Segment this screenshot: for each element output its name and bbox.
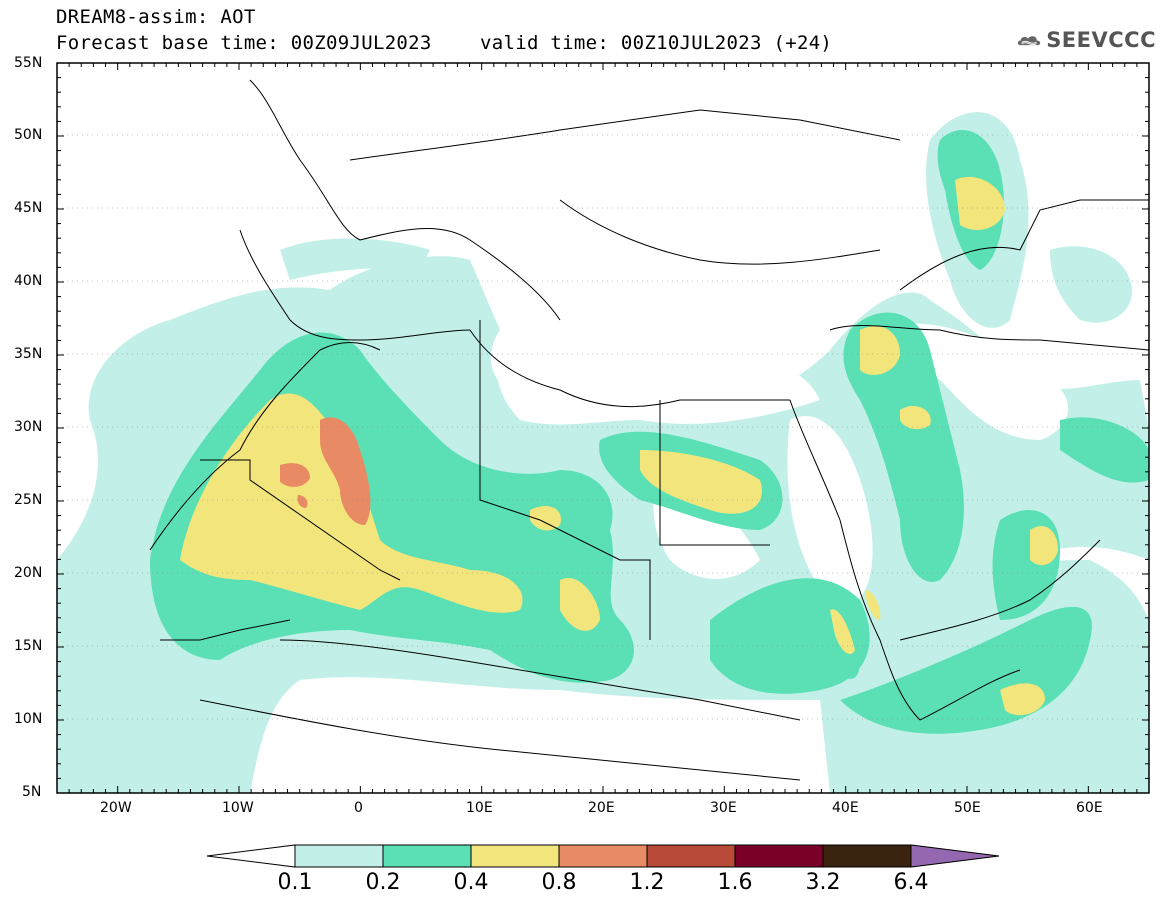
- lon-label: 30E: [710, 800, 737, 816]
- lat-label: 10N: [14, 711, 43, 727]
- lat-label: 20N: [14, 565, 43, 581]
- seevccc-logo: SEEVCCC: [1016, 22, 1156, 58]
- aot-contour-0.8: [280, 417, 371, 525]
- colorbar-label: 1.2: [629, 870, 665, 895]
- colorbar-over-triangle: [910, 844, 1000, 868]
- lon-label: 40E: [832, 800, 859, 816]
- colorbar-label: 0.2: [365, 870, 401, 895]
- cloud-logo-icon: [1017, 36, 1041, 46]
- lon-label: 20E: [588, 800, 615, 816]
- colorbar-swatch: [470, 844, 560, 868]
- aot-field: [57, 63, 1149, 793]
- colorbar-under-triangle: [206, 844, 296, 868]
- colorbar-label: 0.8: [541, 870, 577, 895]
- axis-ticks: [56, 62, 1150, 794]
- colorbar-swatch: [558, 844, 648, 868]
- logo-text: SEEVCCC: [1046, 28, 1156, 52]
- lat-label: 40N: [14, 273, 43, 289]
- lat-label: 45N: [14, 200, 43, 216]
- lat-label: 55N: [14, 55, 43, 71]
- country-borders: [149, 79, 1149, 781]
- lon-label: 60E: [1076, 800, 1103, 816]
- graticule: [57, 134, 1149, 720]
- colorbar-label: 6.4: [893, 870, 929, 895]
- lon-label: 10W: [222, 800, 254, 816]
- lon-label: 50E: [954, 800, 981, 816]
- forecast-base-time: Forecast base time: 00Z09JUL2023: [56, 32, 432, 54]
- colorbar-swatch: [294, 844, 384, 868]
- map-title: DREAM8-assim: AOT: [56, 6, 256, 28]
- lat-label: 30N: [14, 419, 43, 435]
- colorbar-swatch: [822, 844, 912, 868]
- colorbar-swatch: [646, 844, 736, 868]
- lat-label: 15N: [14, 638, 43, 654]
- colorbar-label: 3.2: [805, 870, 841, 895]
- valid-time: valid time: 00Z10JUL2023 (+24): [480, 32, 833, 54]
- colorbar-label: 0.4: [453, 870, 489, 895]
- lon-label: 20W: [100, 800, 132, 816]
- lat-label: 50N: [14, 127, 43, 143]
- colorbar-swatch: [734, 844, 824, 868]
- colorbar-label: 1.6: [717, 870, 753, 895]
- colorbar-swatch: [382, 844, 472, 868]
- lat-label: 25N: [14, 492, 43, 508]
- lat-label: 35N: [14, 346, 43, 362]
- colorbar-label: 0.1: [277, 870, 313, 895]
- lon-label: 0: [354, 800, 363, 816]
- lat-label: 5N: [22, 784, 42, 800]
- lon-label: 10E: [466, 800, 493, 816]
